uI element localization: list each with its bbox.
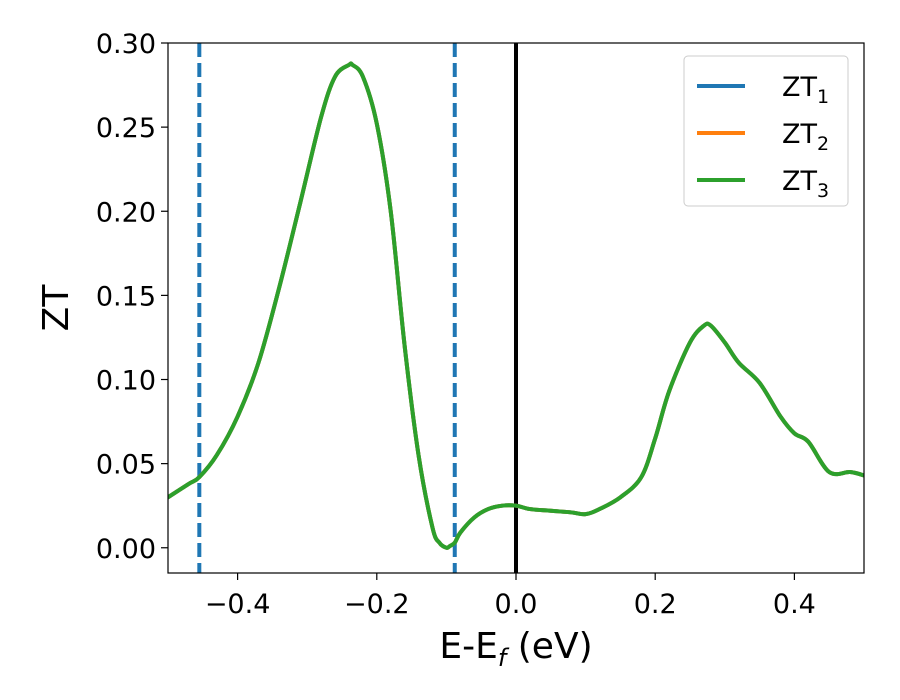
y-axis-ticks: 0.00 0.05 0.10 0.15 0.20 0.25 0.30 — [96, 29, 168, 565]
x-tick-label: 0.2 — [634, 589, 677, 620]
y-axis-label: ZT — [36, 284, 77, 332]
series-lines — [168, 61, 864, 550]
x-axis-ticks: −0.4 −0.2 0.0 0.2 0.4 — [205, 573, 816, 620]
x-tick-label: 0.0 — [495, 589, 538, 620]
legend-label: ZT3 — [782, 166, 829, 202]
y-tick-label: 0.10 — [96, 366, 156, 397]
legend-box — [683, 55, 849, 207]
y-tick-label: 0.25 — [96, 113, 156, 144]
y-tick-label: 0.20 — [96, 197, 156, 228]
y-tick-label: 0.30 — [96, 29, 156, 60]
reference-lines — [197, 43, 518, 573]
series-line-zt3 — [168, 61, 864, 550]
legend-label: ZT1 — [782, 72, 829, 108]
y-tick-label: 0.00 — [96, 534, 156, 565]
x-tick-label: −0.4 — [205, 589, 271, 620]
legend-label: ZT2 — [782, 119, 829, 155]
y-tick-label: 0.15 — [96, 281, 156, 312]
legend: ZT1 ZT2 ZT3 — [683, 55, 849, 207]
x-tick-label: −0.2 — [344, 589, 410, 620]
y-tick-label: 0.05 — [96, 450, 156, 481]
x-tick-label: 0.4 — [773, 589, 816, 620]
x-axis-label: E-Ef (eV) — [439, 626, 592, 672]
